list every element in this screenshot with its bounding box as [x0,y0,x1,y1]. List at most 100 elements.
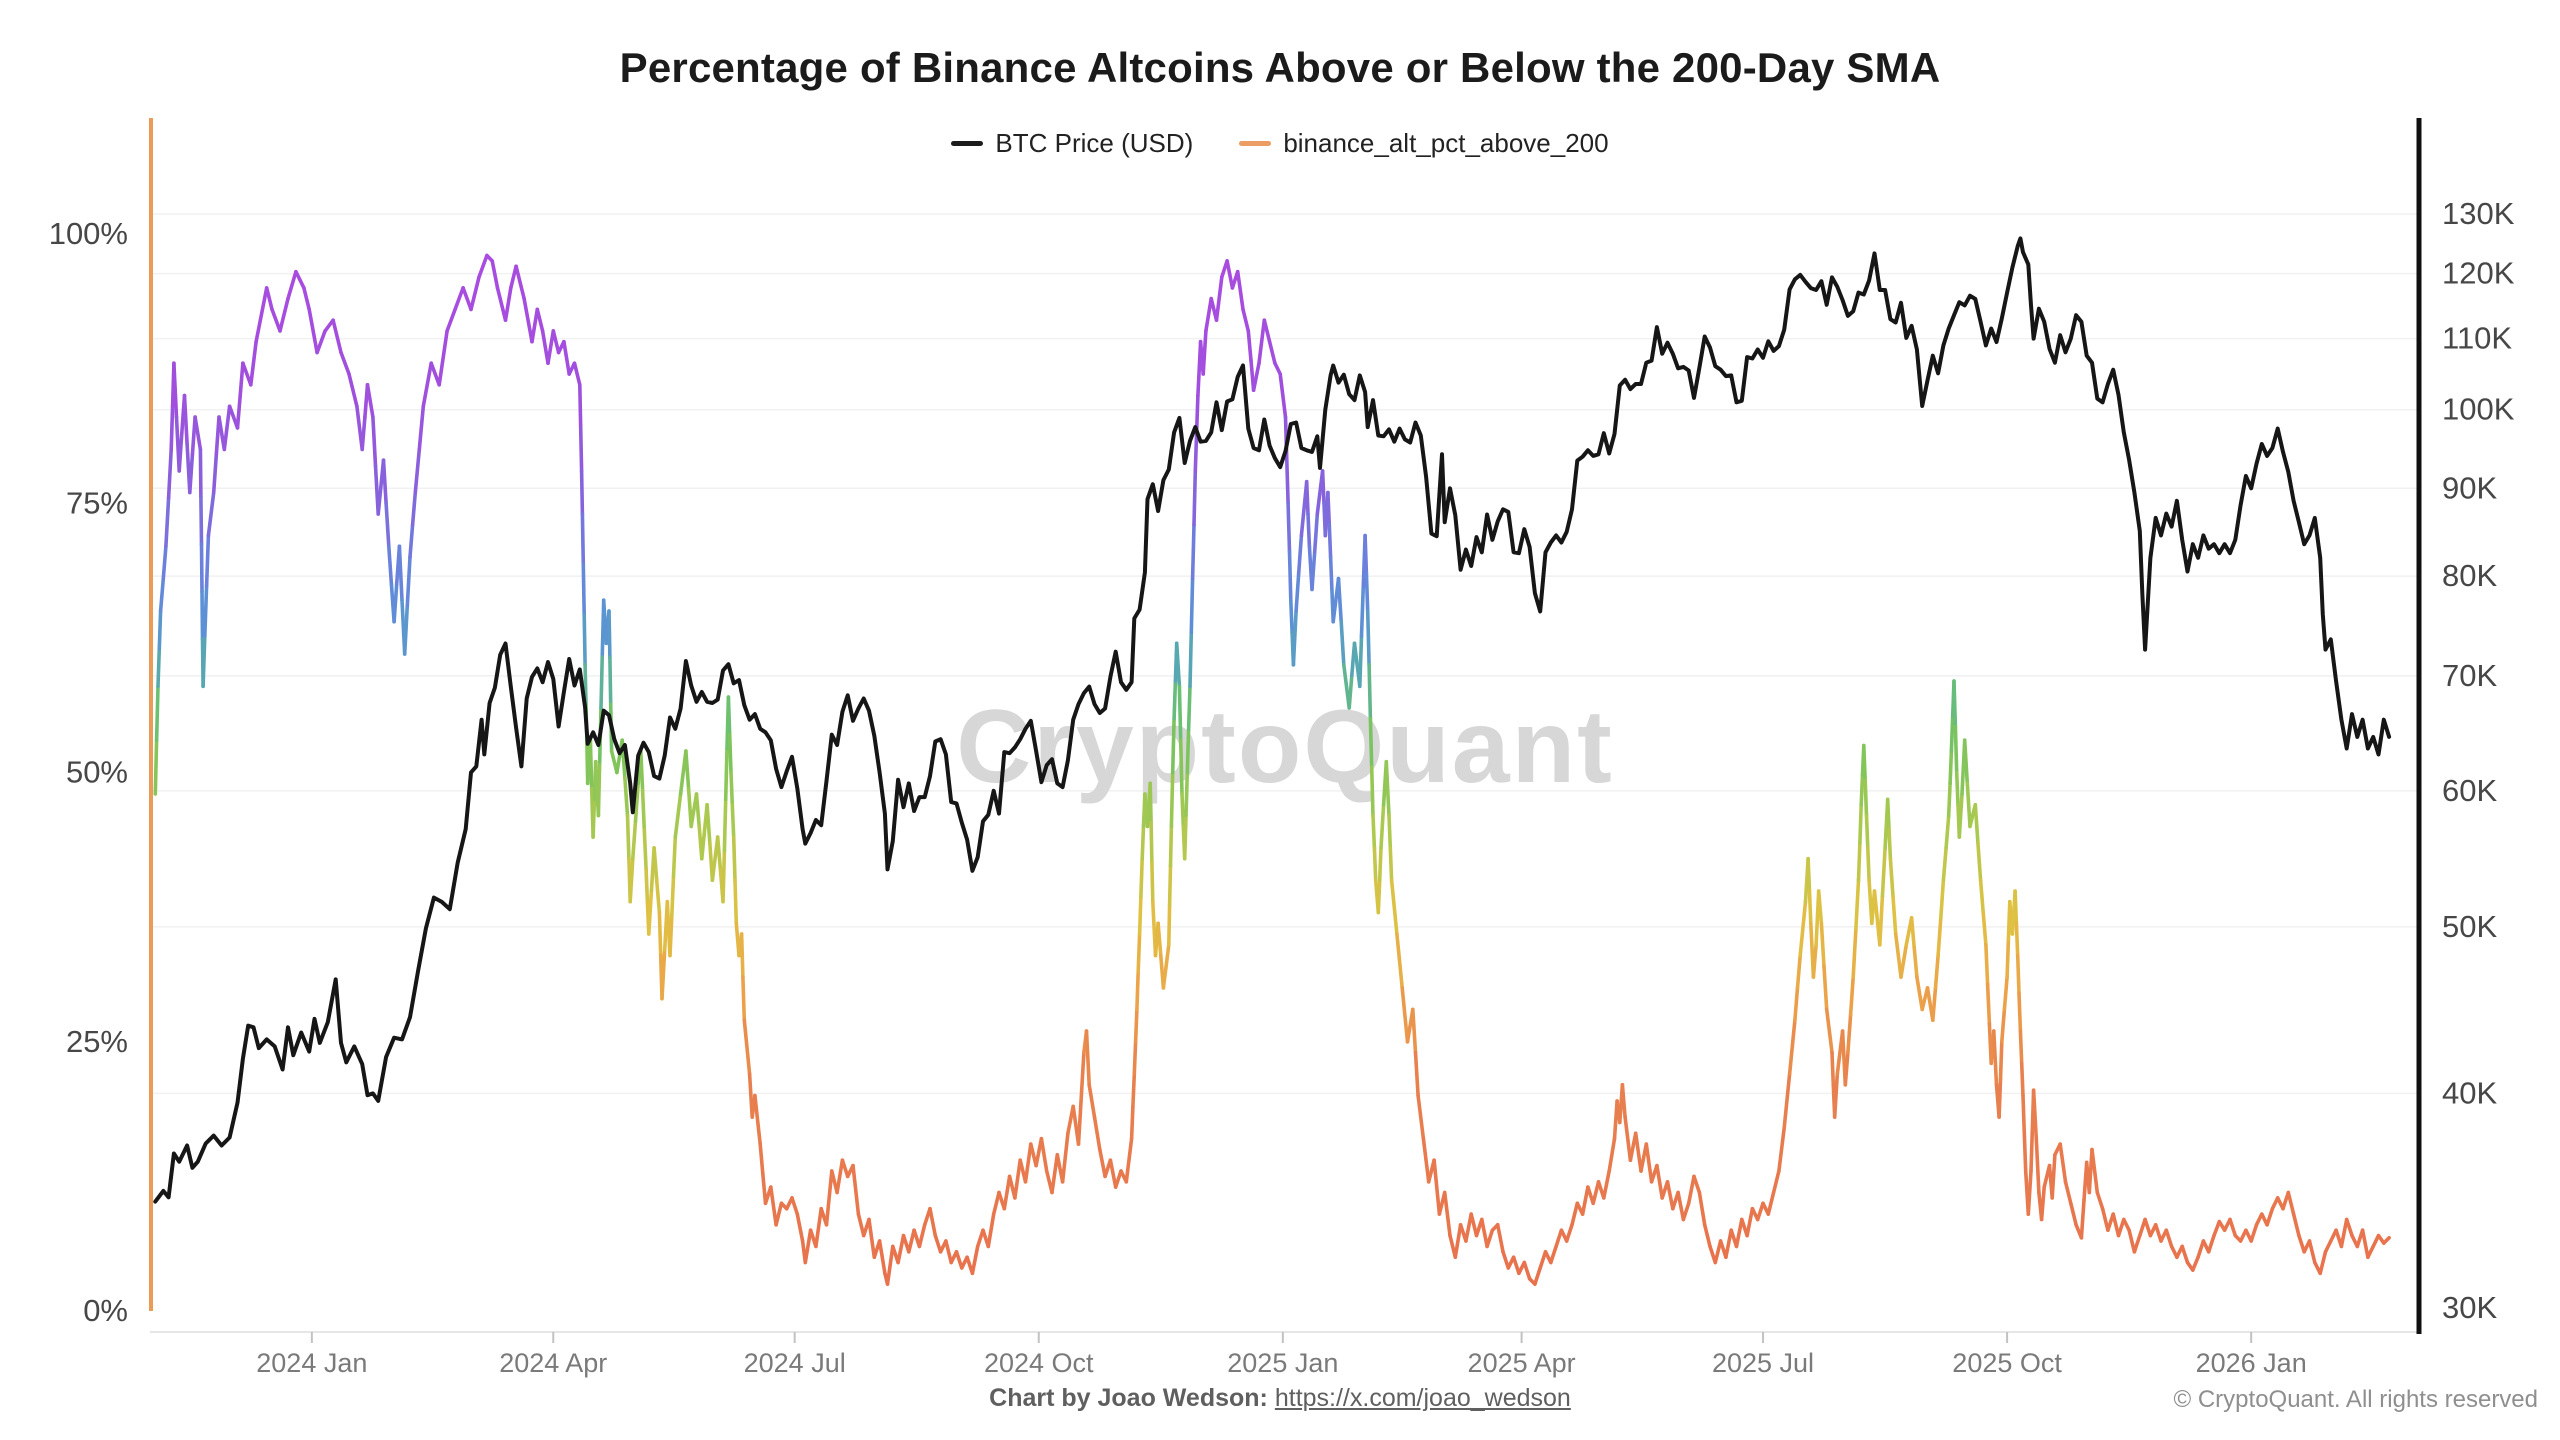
series-alt-segment [1755,1201,1765,1222]
series-alt-segment [1267,339,1277,365]
series-alt-segment [1880,846,1887,899]
series-alt-segment [1285,458,1290,506]
series-alt-segment [1262,318,1272,344]
series-alt-segment [583,663,588,707]
series-alt-segment [1864,813,1870,850]
x-tick-label: 2025 Oct [1952,1348,2062,1378]
series-alt-segment [1985,982,1992,1026]
credit-link[interactable]: https://x.com/joao_wedson [1274,1384,1571,1412]
series-alt-segment [206,490,216,538]
series-alt-segment [161,544,168,581]
series-alt-segment [1339,619,1346,667]
series-alt-segment [1936,916,1943,958]
series-alt-segment [2100,1206,2110,1232]
legend-label-btc: BTC Price (USD) [995,128,1194,158]
x-tick-label: 2024 Jan [256,1348,367,1378]
series-alt-segment [1952,679,1958,729]
series-alt-segment [1113,1169,1123,1189]
series-alt-segment [657,910,663,958]
series-alt-segment [2018,1029,2024,1066]
series-alt-segment [1830,1050,1836,1087]
series-alt-segment [2344,1217,2354,1238]
x-tick-label: 2025 Apr [1468,1348,1576,1378]
series-alt-segment [535,307,545,333]
series-alt-segment [2291,1212,2301,1238]
series-alt-segment [642,828,648,872]
series-alt-segment [402,603,410,656]
series-alt-segment [360,415,367,452]
series-alt-segment [158,576,166,613]
series-alt-segment [1379,803,1386,850]
series-alt-segment [2307,1239,2317,1265]
series-alt-segment [578,426,584,473]
series-alt-segment [933,1233,943,1254]
series-alt-segment [410,490,418,527]
series-alt-segment [514,264,526,301]
series-alt-segment [1887,827,1893,861]
series-alt-segment [238,361,245,398]
series-alt-segment [726,695,732,737]
series-alt-segment [578,383,583,430]
series-alt-segment [742,1018,752,1076]
y-right-tick-label: 120K [2442,256,2515,291]
series-alt-segment [1533,1266,1542,1286]
series-alt-segment [2014,921,2020,958]
series-alt-segment [1549,1244,1558,1265]
series-alt-segment [1734,1217,1744,1249]
y-right-tick-label: 60K [2442,773,2497,808]
series-alt-segment [2002,975,2009,1012]
series-alt-segment [1793,986,1800,1022]
series-alt-segment [2228,1217,2238,1238]
series-alt-segment [694,792,701,829]
series-alt-segment [1013,1158,1022,1200]
series-alt-segment [723,746,729,802]
series-alt-segment [1787,1018,1797,1076]
series-alt-segment [1023,1142,1033,1184]
x-tick-label: 2024 Jul [744,1348,846,1378]
series-alt-segment [1387,813,1393,850]
legend-item-alt[interactable]: binance_alt_pct_above_200 [1239,128,1609,159]
series-alt-segment [1190,523,1196,581]
series-alt-segment [1992,1029,1999,1087]
series-alt-segment [1816,889,1824,926]
series-alt-segment [417,404,426,452]
series-alt-segment [1251,361,1261,392]
series-alt-segment [654,878,662,915]
series-alt-segment [429,361,441,387]
series-alt-segment [1948,749,1954,786]
series-alt-segment [1854,878,1861,931]
series-alt-segment [1962,738,1970,786]
series-alt-segment [1421,1136,1431,1184]
series-alt-segment [1501,1250,1511,1270]
series-alt-segment [633,781,640,823]
series-alt-segment [673,792,683,839]
series-alt-segment [1376,878,1382,915]
series-alt-segment [2297,1233,2306,1254]
series-alt-segment [551,329,561,355]
series-alt-segment [199,542,204,594]
series-alt-segment [371,415,378,468]
series-alt-segment [1039,1136,1049,1173]
series-alt-segment [2153,1223,2163,1243]
y-left-tick-label: 75% [66,485,128,520]
series-alt-segment [2005,937,2011,979]
series-alt-segment [2031,1088,2039,1141]
series-alt-segment [769,1185,778,1227]
series-alt-segment [1564,1223,1574,1243]
series-alt-segment [727,733,733,775]
series-alt-segment [1851,926,1858,979]
series-alt-segment [1369,765,1375,818]
series-alt-segment [166,447,173,500]
series-alt-segment [1893,932,1903,979]
series-alt-segment [1724,1228,1733,1259]
legend-item-btc[interactable]: BTC Price (USD) [951,128,1193,159]
series-alt-segment [1859,773,1865,807]
series-alt-segment [640,788,647,832]
series-alt-segment [795,1212,805,1243]
series-alt-segment [1170,716,1176,775]
series-alt-segment [182,393,189,446]
series-alt-segment [1184,770,1190,818]
series-alt-segment [421,361,433,409]
series-alt-segment [1602,1169,1611,1200]
series-alt-segment [1167,864,1173,908]
